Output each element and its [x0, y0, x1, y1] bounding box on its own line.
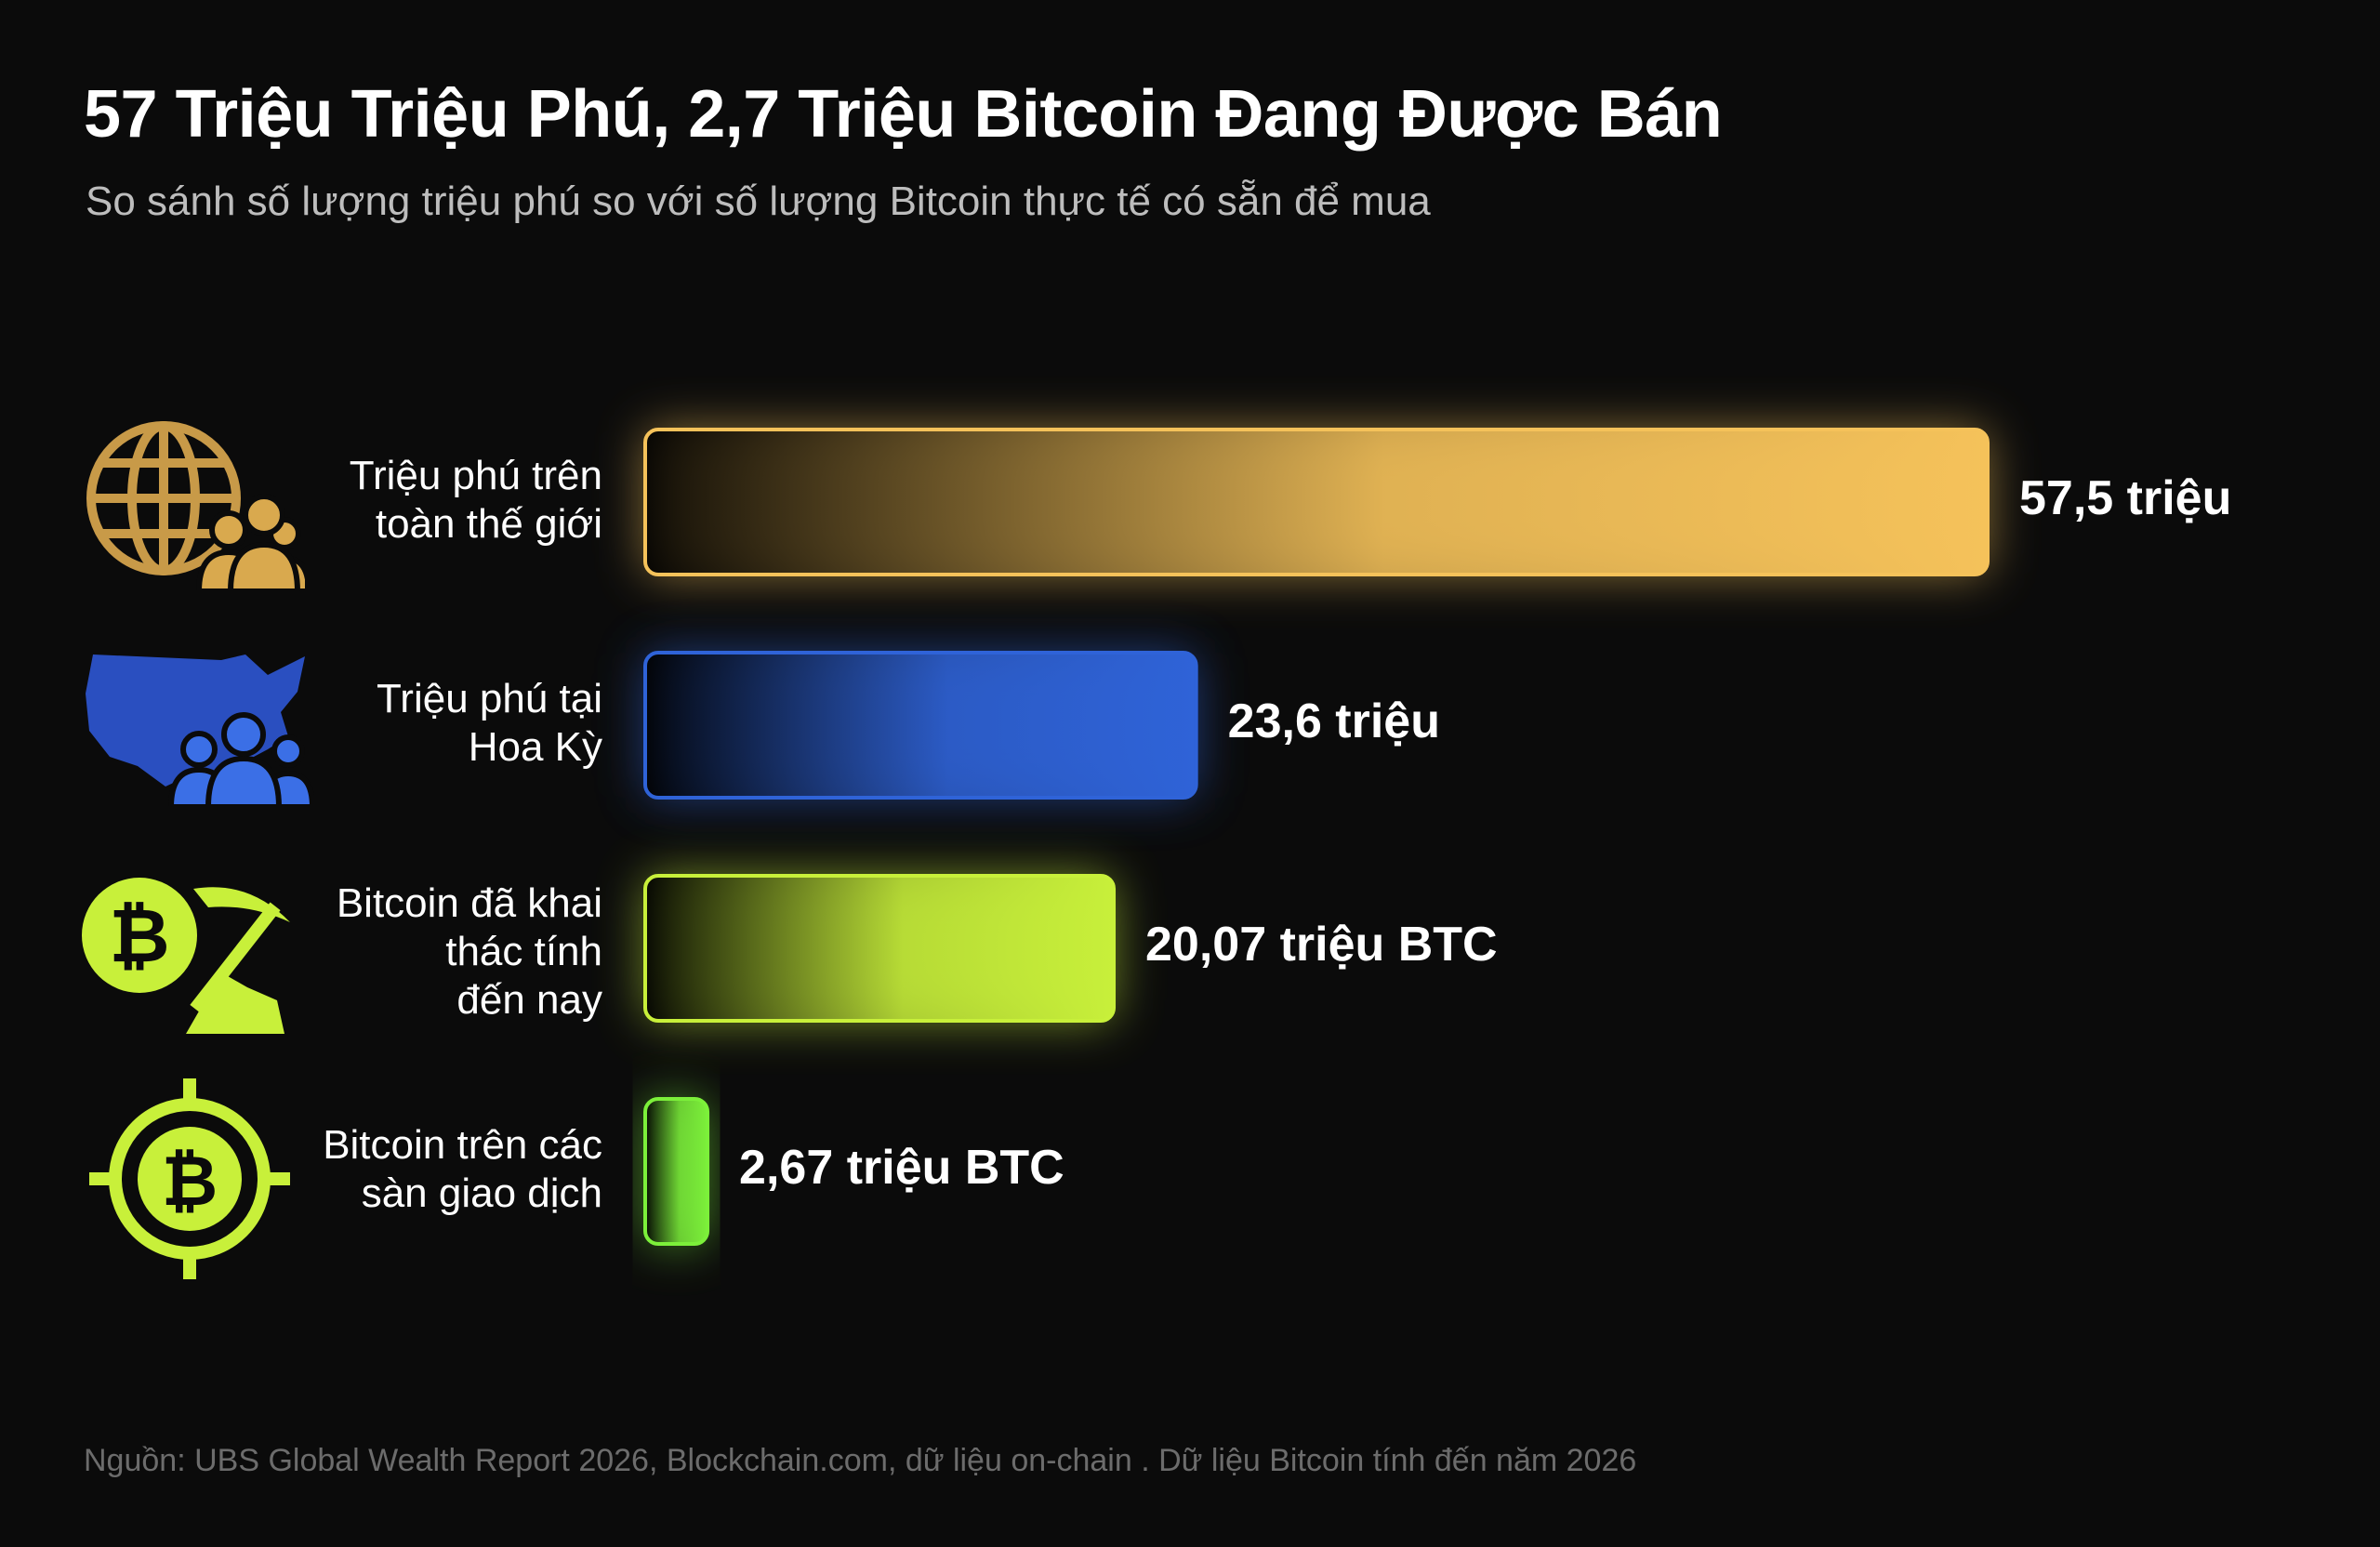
globe-people-icon	[86, 421, 305, 593]
svg-text:₿: ₿	[109, 892, 169, 979]
category-label-line: toàn thế giới	[375, 501, 602, 547]
bar-mined-bitcoin	[643, 874, 1117, 1023]
category-label-line: thác tính	[445, 929, 602, 974]
category-label-us-millionaires: Triệu phú tại Hoa Kỳ	[377, 675, 602, 772]
category-label-line: Triệu phú trên	[349, 453, 602, 498]
value-label-us-millionaires: 23,6 triệu	[1227, 694, 1440, 748]
chart-title: 57 Triệu Triệu Phú, 2,7 Triệu Bitcoin Đa…	[84, 77, 1723, 152]
usa-map-people-icon	[86, 654, 314, 807]
bar-us-millionaires	[643, 651, 1198, 800]
chart-subtitle: So sánh số lượng triệu phú so với số lượ…	[86, 178, 1431, 224]
value-label-mined-bitcoin: 20,07 triệu BTC	[1145, 918, 1498, 972]
value-label-exchange-bitcoin: 2,67 triệu BTC	[739, 1141, 1064, 1195]
category-label-line: Bitcoin đã khai	[336, 880, 602, 926]
category-label-line: Bitcoin trên các	[323, 1122, 602, 1168]
category-label-exchange-bitcoin: Bitcoin trên các sàn giao dịch	[323, 1121, 602, 1218]
category-label-line: đến nay	[456, 977, 602, 1023]
source-note: Nguồn: UBS Global Wealth Report 2026, Bl…	[84, 1443, 1637, 1478]
value-label-world-millionaires: 57,5 triệu	[2019, 471, 2232, 525]
bar-exchange-bitcoin	[643, 1097, 710, 1246]
category-label-world-millionaires: Triệu phú trên toàn thế giới	[350, 452, 602, 549]
svg-text:₿: ₿	[162, 1142, 218, 1222]
category-label-mined-bitcoin: Bitcoin đã khai thác tính đến nay	[337, 879, 602, 1025]
category-label-line: Triệu phú tại	[377, 676, 602, 721]
bar-world-millionaires	[643, 428, 1990, 576]
bitcoin-mining-icon: ₿	[82, 878, 290, 1034]
bitcoin-target-icon: ₿	[89, 1078, 290, 1279]
category-label-line: sàn giao dịch	[361, 1170, 602, 1216]
category-label-line: Hoa Kỳ	[468, 724, 602, 770]
